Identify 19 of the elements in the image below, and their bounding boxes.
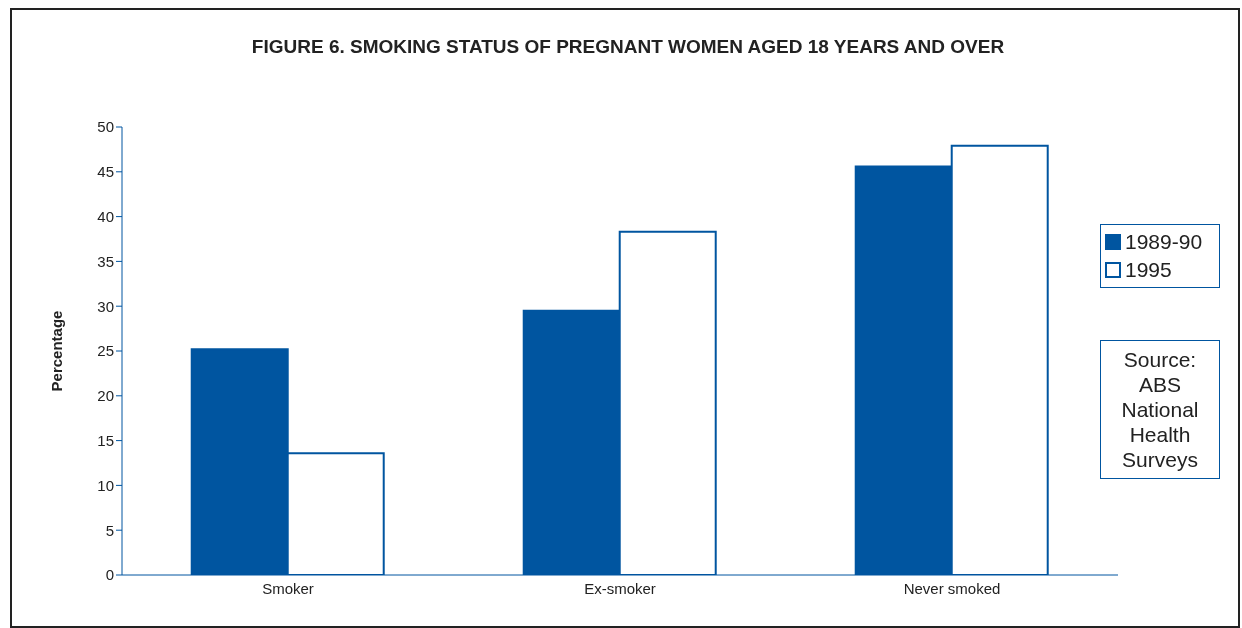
y-tick-label: 15 (97, 431, 114, 449)
x-tick-label: Smoker (262, 579, 314, 597)
chart-title: FIGURE 6. SMOKING STATUS OF PREGNANT WOMEN AGED 18 YEARS AND OVER (250, 36, 1006, 58)
y-axis-title: Percentage (48, 310, 66, 392)
y-tick-label: 5 (105, 521, 114, 539)
y-tick-label: 50 (97, 118, 114, 136)
y-tick-label: 40 (97, 207, 114, 225)
y-tick-label: 25 (97, 342, 114, 360)
y-tick-label: 20 (97, 387, 114, 405)
y-tick-label: 30 (97, 297, 114, 315)
legend-label: 1989-90 (1124, 229, 1204, 255)
x-tick-label: Never smoked (903, 579, 1001, 597)
legend-label: 1995 (1124, 257, 1173, 283)
source-note: Source: ABS National Health Surveys (1100, 340, 1220, 479)
y-tick-label: 45 (97, 163, 114, 181)
y-tick-label: 0 (105, 566, 114, 584)
y-tick-label: 35 (97, 252, 114, 270)
y-tick-label: 10 (97, 476, 114, 494)
x-tick-label: Ex-smoker (584, 579, 656, 597)
